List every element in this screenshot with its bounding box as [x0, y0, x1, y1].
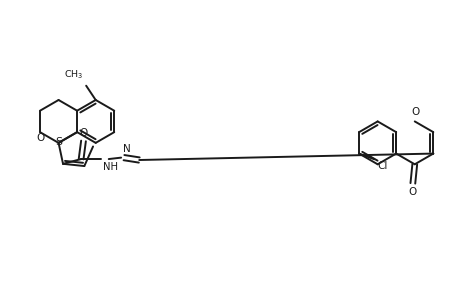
Text: O: O [410, 107, 419, 117]
Text: N: N [122, 144, 130, 154]
Text: O: O [36, 133, 45, 142]
Text: CH$_3$: CH$_3$ [64, 69, 84, 81]
Text: NH: NH [103, 162, 118, 172]
Text: S: S [55, 137, 62, 147]
Text: O: O [408, 187, 416, 197]
Text: Cl: Cl [377, 161, 387, 171]
Text: O: O [79, 128, 87, 138]
